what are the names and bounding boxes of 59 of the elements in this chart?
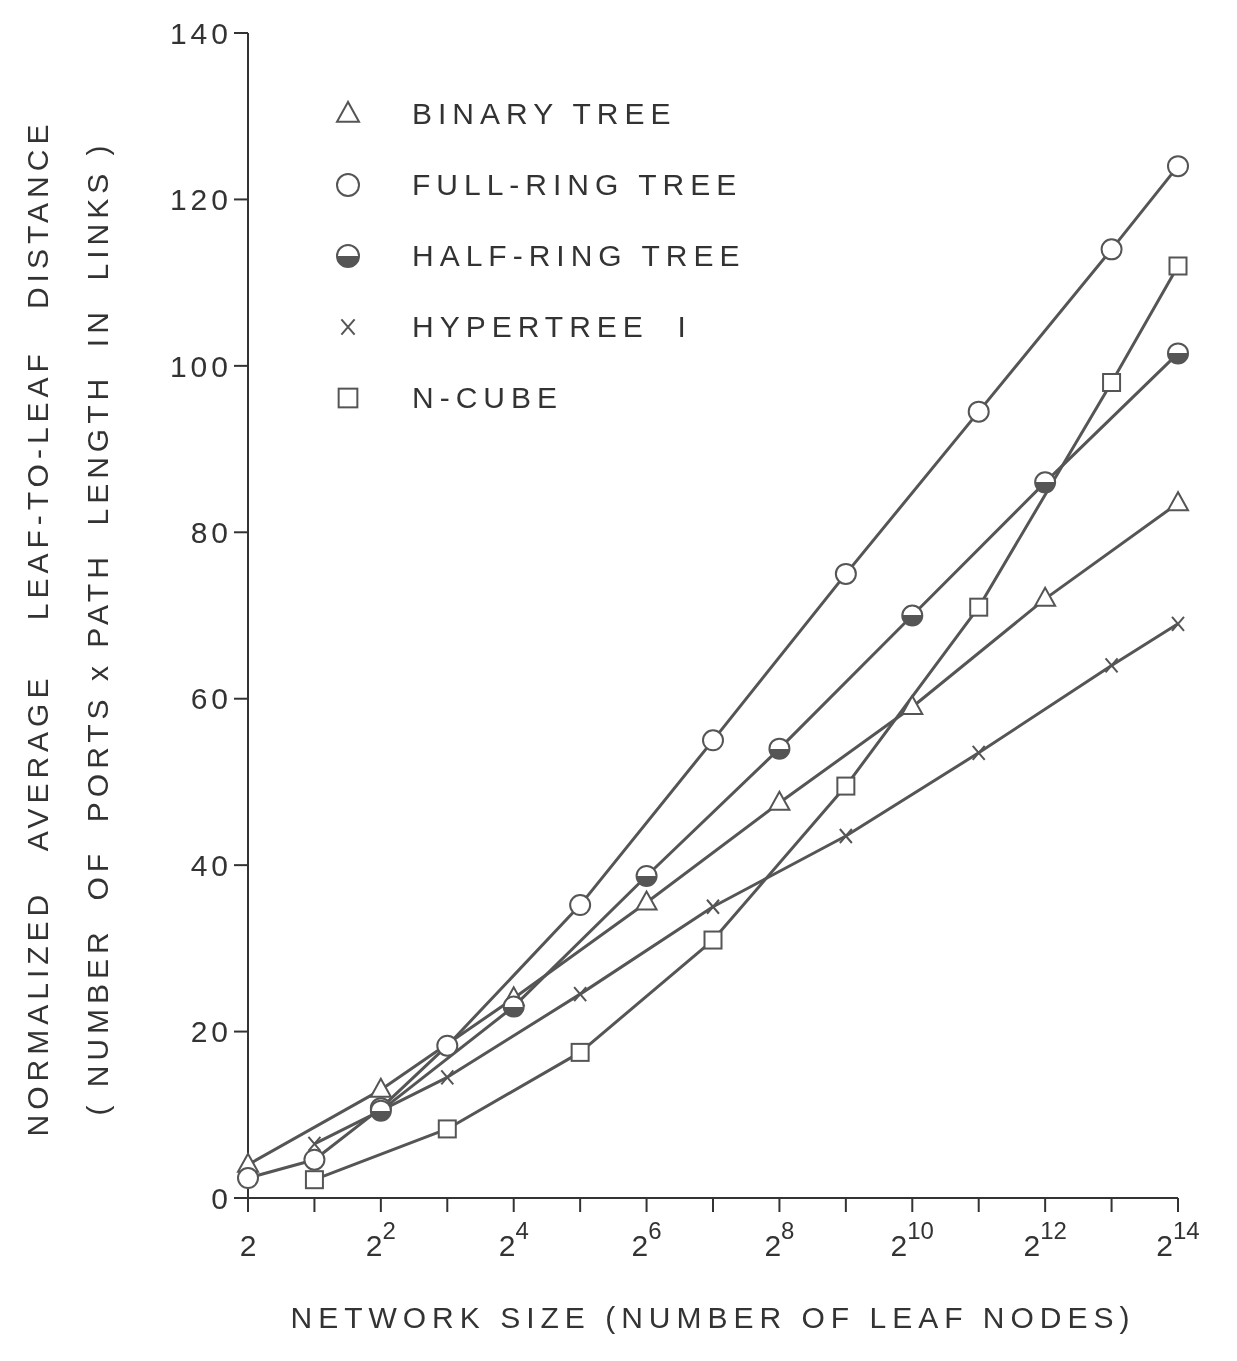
y-tick-label: 100 bbox=[169, 349, 232, 383]
point bbox=[768, 737, 791, 760]
y-tick-label: 80 bbox=[190, 515, 232, 549]
point bbox=[1167, 342, 1189, 365]
point bbox=[703, 930, 723, 950]
point bbox=[1167, 155, 1189, 178]
point bbox=[969, 597, 989, 617]
y-tick-label: 140 bbox=[169, 16, 232, 50]
y-tick-label: 120 bbox=[169, 183, 232, 217]
x-tick-label: 2$^{10}$ bbox=[890, 1217, 934, 1262]
point bbox=[1034, 471, 1057, 494]
x-tick-label: 2$^{14}$ bbox=[1156, 1217, 1200, 1262]
x-axis-title: NETWORK SIZE (NUMBER OF LEAF NODES) bbox=[290, 1301, 1136, 1334]
point bbox=[1100, 238, 1123, 261]
point bbox=[838, 828, 853, 845]
point bbox=[573, 986, 588, 1003]
point bbox=[570, 1042, 590, 1062]
x-tick-label: 2$^{12}$ bbox=[1023, 1217, 1067, 1262]
point bbox=[706, 898, 720, 915]
point bbox=[1171, 615, 1185, 632]
x-tick-label: 2 bbox=[239, 1229, 257, 1262]
y-tick-label: 20 bbox=[190, 1015, 232, 1049]
point bbox=[569, 894, 592, 917]
legend-label: FULL-RING TREE bbox=[412, 167, 743, 202]
point bbox=[768, 790, 791, 811]
point bbox=[971, 744, 986, 761]
point bbox=[369, 1077, 392, 1098]
legend-label: HYPERTREE I bbox=[412, 309, 692, 344]
point bbox=[237, 1167, 259, 1190]
point bbox=[303, 1148, 326, 1171]
x-tick-label: 2$^{2}$ bbox=[365, 1217, 396, 1262]
point bbox=[307, 1135, 322, 1152]
point bbox=[901, 604, 924, 627]
x-tick-label: 2$^{6}$ bbox=[631, 1217, 662, 1262]
point bbox=[901, 695, 924, 716]
legend-label: HALF-RING TREE bbox=[412, 238, 746, 273]
legend-label: BINARY TREE bbox=[412, 96, 677, 131]
y-tick-label: 60 bbox=[190, 682, 232, 716]
point bbox=[702, 729, 724, 752]
point bbox=[436, 1034, 459, 1057]
point bbox=[635, 864, 658, 887]
point bbox=[1168, 256, 1188, 276]
point bbox=[1102, 373, 1122, 392]
y-axis-title: NORMALIZED AVERAGE LEAF-TO-LEAF DISTANCE ( NUMBER OF PORTS x PATH LENGTH IN LINKS ) bbox=[21, 119, 114, 1137]
x-tick-label: 2$^{4}$ bbox=[498, 1217, 529, 1262]
point bbox=[834, 562, 857, 585]
y-tick-label: 0 bbox=[211, 1181, 232, 1215]
y-tick-label: 40 bbox=[190, 848, 232, 882]
point bbox=[1104, 657, 1119, 674]
point bbox=[1167, 491, 1189, 512]
legend-label: N-CUBE bbox=[412, 380, 564, 415]
point bbox=[440, 1069, 455, 1086]
point bbox=[635, 890, 658, 911]
point bbox=[304, 1170, 324, 1190]
point bbox=[502, 995, 525, 1018]
point bbox=[437, 1119, 457, 1139]
point bbox=[836, 776, 856, 796]
point bbox=[967, 400, 990, 423]
x-tick-label: 2$^{8}$ bbox=[764, 1217, 795, 1262]
